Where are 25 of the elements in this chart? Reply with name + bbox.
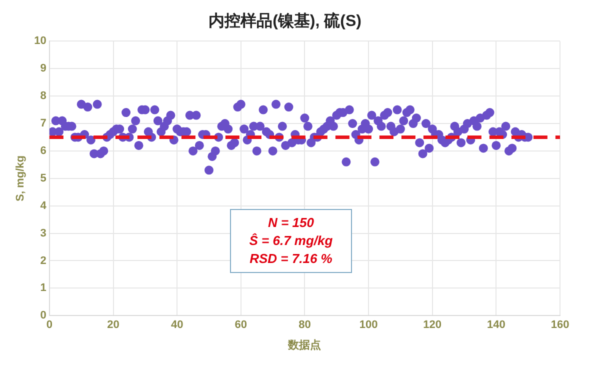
y-tick-label: 8 <box>40 90 46 102</box>
x-tick-label: 20 <box>107 319 120 332</box>
x-tick-label: 100 <box>359 319 378 332</box>
annotation: Ŝ = 6.7 mg/kg <box>248 232 334 250</box>
y-tick-label: 10 <box>34 35 46 48</box>
y-tick-label: 6 <box>40 144 46 157</box>
x-tick-label: 160 <box>550 319 570 332</box>
x-axis-title: 数据点 <box>287 338 322 352</box>
y-tick-label: 4 <box>40 200 48 212</box>
y-tick-label: 0 <box>40 310 46 322</box>
y-tick-label: 3 <box>40 227 46 240</box>
x-tick-label: 140 <box>487 319 506 332</box>
y-tick-label: 5 <box>40 172 46 184</box>
y-tick-label: 2 <box>40 254 46 267</box>
y-axis-title: S, mg/kg <box>14 155 27 202</box>
y-tick-label: 9 <box>40 62 46 75</box>
x-tick-label: 80 <box>298 319 311 332</box>
x-tick-label: 60 <box>234 319 248 332</box>
annotation: N = 150 <box>267 214 315 232</box>
x-tick-label: 40 <box>170 319 184 332</box>
annotation: RSD = 7.16 % <box>248 250 334 268</box>
y-tick-label: 1 <box>40 282 46 294</box>
x-tick-label: 120 <box>423 319 442 332</box>
chart-title: 内控样品(镍基), 硫(S) <box>208 12 362 30</box>
y-tick-label: 7 <box>40 118 46 130</box>
